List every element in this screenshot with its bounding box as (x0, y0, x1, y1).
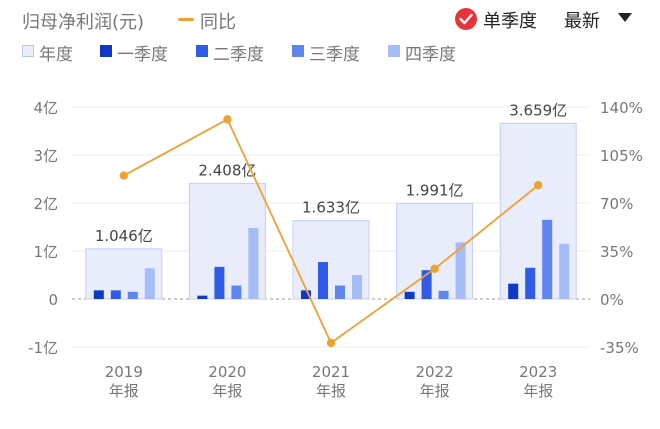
chevron-down-icon[interactable] (618, 13, 632, 22)
y-tick-label-right: 0% (600, 291, 624, 309)
legend-swatch (292, 45, 304, 57)
annual-data-label: 3.659亿 (509, 101, 567, 119)
x-tick-label: 2021 (312, 363, 350, 381)
quarter-bar (508, 283, 519, 299)
y-tick-label-left: -1亿 (28, 339, 58, 357)
annual-data-label: 1.991亿 (406, 181, 464, 199)
yoy-legend-label: 同比 (200, 12, 236, 33)
quarter-bar (144, 268, 155, 299)
quarter-bar (421, 270, 432, 299)
y-tick-label-left: 1亿 (33, 243, 58, 261)
y-tick-label-left: 2亿 (33, 195, 58, 213)
legend-label: 一季度 (117, 45, 168, 65)
annual-data-label: 1.633亿 (302, 199, 360, 217)
legend-swatch (22, 45, 34, 57)
single-quarter-toggle[interactable]: 单季度 (483, 11, 537, 32)
y-tick-label-left: 0 (48, 291, 58, 309)
quarter-bar (335, 285, 345, 299)
annual-data-label: 2.408亿 (198, 161, 256, 179)
legend-label: 三季度 (309, 45, 360, 65)
quarter-bar (197, 295, 208, 299)
chart-header: 归母净利润(元) 同比 单季度 最新 (0, 0, 660, 40)
y-tick-label-right: 105% (600, 147, 643, 165)
y-tick-label-right: 140% (600, 99, 643, 117)
legend-label: 二季度 (213, 45, 264, 65)
legend-label: 四季度 (405, 45, 456, 65)
quarter-bar (248, 227, 259, 299)
quarter-bar (127, 291, 138, 299)
x-tick-label: 2023 (519, 363, 557, 381)
quarter-bar (559, 243, 570, 299)
quarter-bar (110, 290, 121, 299)
quarter-bar (525, 267, 536, 299)
y-tick-label-left: 3亿 (33, 147, 58, 165)
y-tick-label-right: -35% (600, 339, 639, 357)
legend-swatch (100, 45, 112, 57)
sort-select[interactable]: 最新 (564, 11, 600, 32)
y-tick-label-right: 35% (600, 243, 633, 261)
yoy-point (119, 171, 128, 180)
quarter-bar (438, 290, 449, 299)
quarter-bar (352, 275, 362, 299)
quarter-bar (231, 285, 242, 299)
chart-title: 归母净利润(元) (22, 12, 145, 33)
x-tick-label: 2022 (416, 363, 454, 381)
quarter-bar (455, 242, 466, 299)
y-tick-label-right: 70% (600, 195, 633, 213)
yoy-point (223, 115, 232, 124)
quarter-bar (318, 262, 328, 299)
quarter-bar (542, 219, 553, 299)
quarter-bar (214, 266, 225, 299)
x-tick-label: 年报 (420, 382, 450, 400)
x-tick-label: 年报 (316, 382, 346, 400)
quarter-bar (93, 290, 104, 299)
y-tick-label-left: 4亿 (33, 99, 58, 117)
yoy-legend-line (178, 18, 194, 21)
annual-data-label: 1.046亿 (95, 227, 153, 245)
yoy-point (326, 338, 336, 348)
quarter-bar (301, 290, 311, 299)
x-tick-label: 2020 (208, 363, 246, 381)
quarter-bar (404, 291, 415, 299)
yoy-point (534, 180, 543, 190)
x-tick-label: 年报 (109, 382, 139, 400)
legend-swatch (388, 45, 400, 57)
check-icon[interactable] (455, 8, 477, 30)
x-tick-label: 年报 (212, 382, 242, 400)
legend-swatch (196, 45, 208, 57)
yoy-point (430, 264, 439, 274)
legend-label: 年度 (39, 45, 73, 65)
x-tick-label: 2019 (105, 363, 143, 381)
x-tick-label: 年报 (523, 382, 553, 400)
